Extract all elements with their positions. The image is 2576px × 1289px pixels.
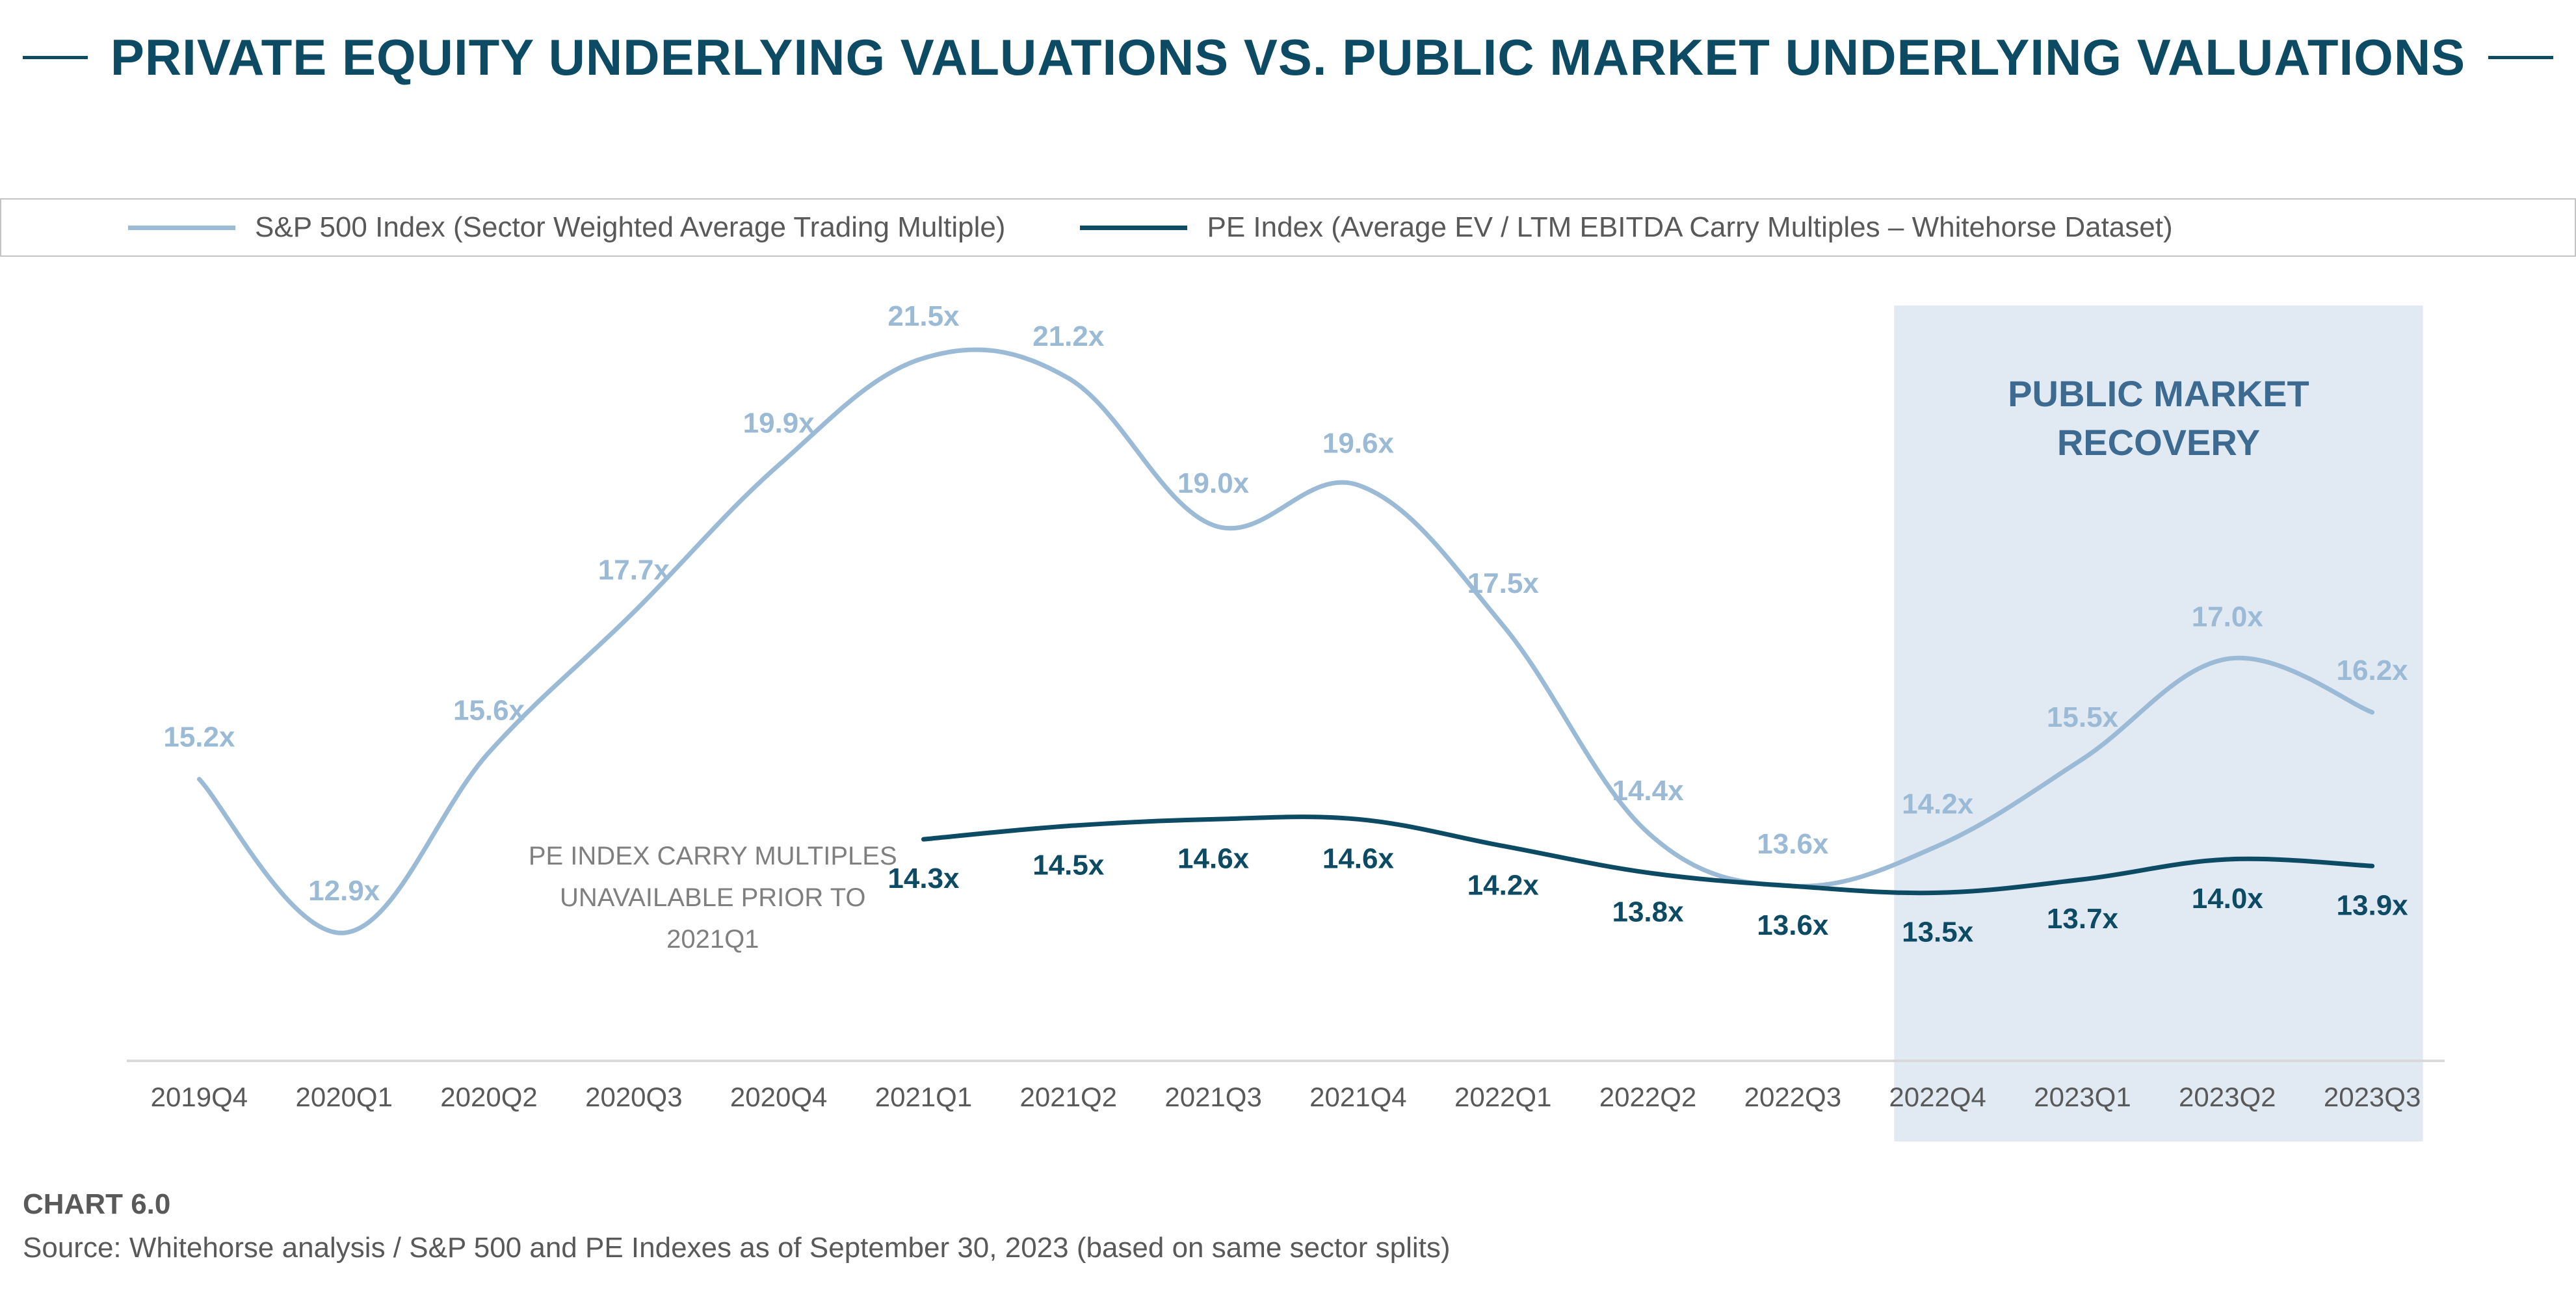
data-label-sp500: 14.2x	[1902, 788, 1974, 820]
recovery-label-line-2: RECOVERY	[2057, 422, 2260, 463]
data-label-pe: 13.6x	[1757, 909, 1829, 941]
data-label-sp500: 15.5x	[2047, 701, 2119, 733]
data-labels-pe: 14.3x 14.5x 14.6x 14.6x 14.2x 13.8x 13.6x 13.5x…	[887, 842, 2408, 948]
data-label-sp500: 19.6x	[1322, 427, 1395, 459]
chart-title: PRIVATE EQUITY UNDERLYING VALUATIONS VS.…	[110, 28, 2466, 86]
annotation-line-1: PE INDEX CARRY MULTIPLES	[529, 842, 897, 870]
x-tick-label: 2021Q4	[1309, 1082, 1406, 1112]
x-tick-label: 2021Q2	[1020, 1082, 1117, 1112]
x-tick-label: 2023Q1	[2034, 1082, 2131, 1112]
legend-swatch-pe	[1080, 225, 1188, 230]
title-rule-left	[23, 55, 88, 59]
annotation-line-2: UNAVAILABLE PRIOR TO	[560, 883, 866, 912]
recovery-band	[1894, 306, 2423, 1141]
data-label-pe: 14.6x	[1177, 842, 1250, 874]
x-tick-label: 2023Q2	[2179, 1082, 2276, 1112]
data-label-sp500: 15.2x	[163, 722, 235, 753]
x-tick-label: 2021Q3	[1164, 1082, 1261, 1112]
data-label-pe: 13.8x	[1612, 896, 1684, 928]
series-line-sp500	[196, 347, 2375, 935]
legend-swatch-sp500	[128, 225, 235, 230]
series-line-pe	[921, 814, 2375, 896]
x-tick-label: 2021Q1	[875, 1082, 972, 1112]
data-label-pe: 13.7x	[2047, 903, 2119, 935]
data-label-sp500: 16.2x	[2337, 655, 2409, 686]
annotation-line-3: 2021Q1	[666, 925, 759, 954]
chart-title-row: PRIVATE EQUITY UNDERLYING VALUATIONS VS.…	[0, 25, 2576, 90]
data-label-sp500: 17.7x	[598, 554, 670, 586]
title-rule-right	[2488, 55, 2553, 59]
data-label-sp500: 14.4x	[1612, 775, 1684, 807]
legend: S&P 500 Index (Sector Weighted Average T…	[0, 198, 2576, 257]
x-tick-label: 2022Q1	[1454, 1082, 1551, 1112]
recovery-label-line-1: PUBLIC MARKET	[2008, 373, 2309, 414]
data-label-pe: 14.2x	[1467, 869, 1540, 901]
x-tick-label: 2022Q2	[1599, 1082, 1696, 1112]
x-tick-labels: 2019Q4 2020Q1 2020Q2 2020Q3 2020Q4 2021Q1 2021…	[151, 1082, 2421, 1112]
x-tick-label: 2022Q3	[1744, 1082, 1841, 1112]
x-tick-label: 2020Q1	[295, 1082, 392, 1112]
x-tick-label: 2019Q4	[151, 1082, 248, 1112]
legend-item-pe: PE Index (Average EV / LTM EBITDA Carry …	[1080, 211, 2173, 244]
data-label-sp500: 17.0x	[2192, 601, 2264, 633]
data-label-sp500: 17.5x	[1467, 567, 1540, 599]
data-label-sp500: 12.9x	[308, 875, 380, 907]
data-label-sp500: 21.2x	[1032, 320, 1105, 352]
data-label-pe: 14.3x	[887, 863, 960, 894]
legend-item-sp500: S&P 500 Index (Sector Weighted Average T…	[128, 211, 1005, 244]
data-label-sp500: 15.6x	[453, 695, 525, 727]
data-label-pe: 13.5x	[1902, 916, 1974, 948]
data-labels-sp500: 15.2x 12.9x 15.6x 17.7x 19.9x 21.5x 21.2x 19.0x…	[163, 300, 2408, 907]
data-label-sp500: 21.5x	[887, 300, 960, 332]
chart-number-label: CHART 6.0	[23, 1188, 171, 1220]
data-label-pe: 13.9x	[2337, 889, 2409, 921]
legend-label-pe: PE Index (Average EV / LTM EBITDA Carry …	[1207, 211, 2173, 243]
data-label-sp500: 13.6x	[1757, 828, 1829, 860]
legend-label-sp500: S&P 500 Index (Sector Weighted Average T…	[255, 211, 1006, 243]
source-note: Source: Whitehorse analysis / S&P 500 an…	[23, 1232, 1451, 1264]
x-tick-label: 2020Q4	[730, 1082, 827, 1112]
data-label-sp500: 19.0x	[1177, 467, 1250, 499]
data-label-pe: 14.5x	[1032, 850, 1105, 881]
x-tick-label: 2022Q4	[1889, 1082, 1986, 1112]
x-tick-label: 2023Q3	[2324, 1082, 2421, 1112]
data-label-sp500: 19.9x	[743, 407, 815, 439]
x-tick-label: 2020Q2	[440, 1082, 537, 1112]
data-label-pe: 14.0x	[2192, 883, 2264, 915]
data-label-pe: 14.6x	[1322, 842, 1395, 874]
x-tick-label: 2020Q3	[585, 1082, 682, 1112]
